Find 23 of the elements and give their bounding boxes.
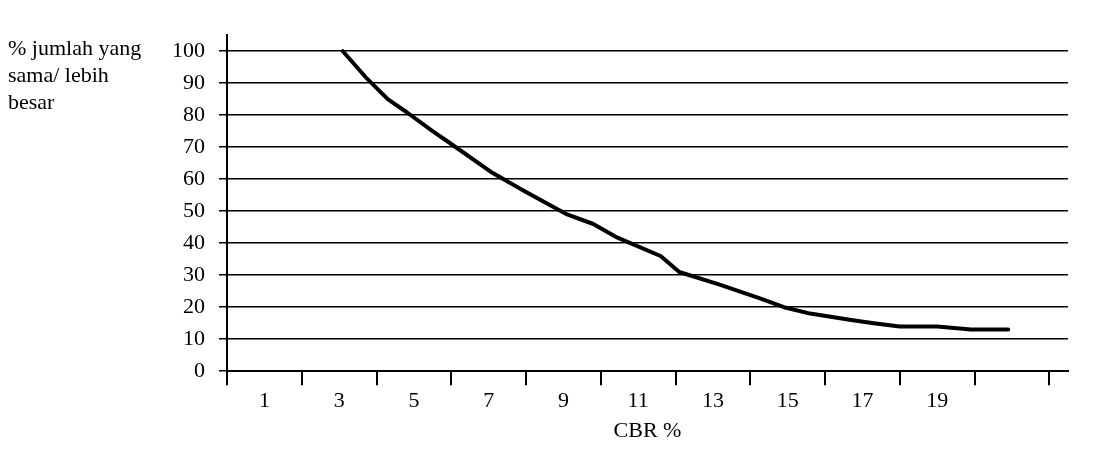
y-tick-label: 60 <box>183 164 205 190</box>
x-tick-label: 7 <box>483 387 495 413</box>
y-axis-title: % jumlah yang sama/ lebih besar <box>8 34 143 115</box>
x-tick-label: 17 <box>851 387 874 413</box>
x-tick-label: 9 <box>557 387 569 413</box>
x-tick-label: 19 <box>926 387 949 413</box>
x-tick-label: 11 <box>627 387 649 413</box>
y-tick-label: 30 <box>183 260 205 286</box>
y-tick-label: 10 <box>183 324 205 350</box>
x-tick-label: 15 <box>776 387 799 413</box>
x-axis-title: CBR % <box>613 416 682 442</box>
y-tick-label: 90 <box>183 68 205 94</box>
y-tick-label: 50 <box>183 196 205 222</box>
x-tick-label: 13 <box>701 387 724 413</box>
y-tick-label: 80 <box>183 100 205 126</box>
x-tick-label: 1 <box>258 387 270 413</box>
y-tick-label: 100 <box>172 36 205 62</box>
y-tick-label: 40 <box>183 228 205 254</box>
y-tick-label: 0 <box>194 356 205 382</box>
y-tick-label: 20 <box>183 292 205 318</box>
y-tick-label: 70 <box>183 132 205 158</box>
x-tick-label: 3 <box>333 387 345 413</box>
x-tick-label: 5 <box>408 387 420 413</box>
